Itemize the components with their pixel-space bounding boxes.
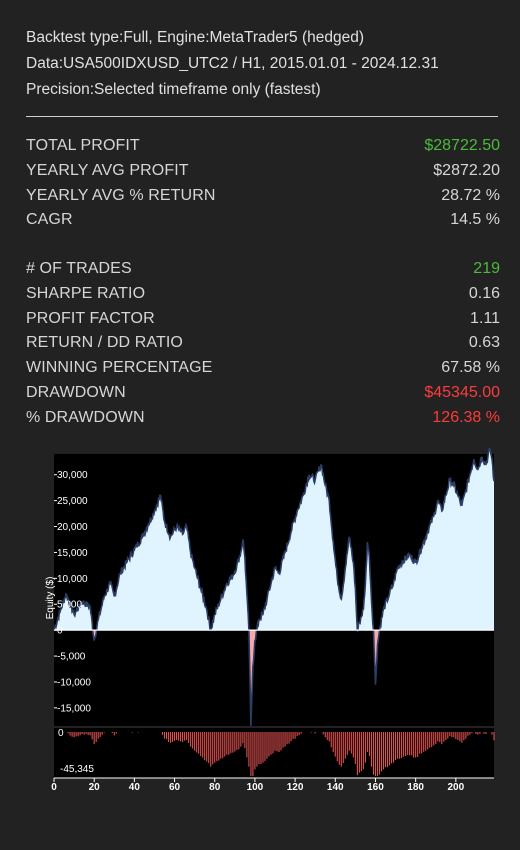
y-tick-label: -10,000 <box>57 677 91 688</box>
stat-value: 0.63 <box>468 334 500 352</box>
trade-stats: # OF TRADES 219 SHARPE RATIO 0.16 PROFIT FAC… <box>26 257 500 431</box>
stat-value: 28.72 % <box>441 186 500 204</box>
stat-label: YEARLY AVG % RETURN <box>26 186 216 204</box>
stat-row: YEARLY AVG % RETURN 28.72 % <box>26 184 500 209</box>
stat-value: 126.38 % <box>432 408 500 426</box>
y-tick-label: 5,000 <box>57 600 82 611</box>
stat-label: YEARLY AVG PROFIT <box>26 161 189 179</box>
stat-row: DRAWDOWN $45345.00 <box>26 381 500 406</box>
x-tick-label: 40 <box>129 782 141 793</box>
x-tick-label: 180 <box>407 782 424 793</box>
y-tick-label: -15,000 <box>57 703 91 714</box>
stat-row: WINNING PERCENTAGE 67.58 % <box>26 356 500 381</box>
precision-line: Precision:Selected timeframe only (faste… <box>26 81 321 98</box>
stat-value: 0.16 <box>468 284 500 302</box>
stat-label: WINNING PERCENTAGE <box>26 359 213 377</box>
drawdown-top-label: 0 <box>58 728 64 739</box>
y-tick-label: 25,000 <box>57 496 88 507</box>
stat-row: PROFIT FACTOR 1.11 <box>26 307 500 332</box>
x-tick-label: 140 <box>327 782 344 793</box>
data-line: Data:USA500IDXUSD_UTC2 / H1, 2015.01.01 … <box>26 55 439 72</box>
header-divider <box>26 116 498 117</box>
stat-label: # OF TRADES <box>26 260 132 277</box>
stat-row: # OF TRADES 219 <box>26 257 500 282</box>
stat-row: CAGR 14.5 % <box>26 208 500 233</box>
y-tick-label: 20,000 <box>57 522 88 533</box>
x-tick-label: 20 <box>89 782 101 793</box>
drawdown-layer <box>67 732 495 776</box>
equity-layer <box>53 448 495 727</box>
stat-value: 219 <box>473 260 500 277</box>
stat-label: RETURN / DD RATIO <box>26 334 183 352</box>
stat-row: RETURN / DD RATIO 0.63 <box>26 331 500 356</box>
y-tick-label: -5,000 <box>57 652 86 663</box>
equity-line <box>53 448 495 727</box>
stat-label: SHARPE RATIO <box>26 284 146 302</box>
stat-label: PROFIT FACTOR <box>26 309 155 327</box>
stat-label: CAGR <box>26 211 73 229</box>
stat-row: YEARLY AVG PROFIT $2872.20 <box>26 159 500 184</box>
stat-value: $28722.50 <box>424 137 500 154</box>
y-tick-label: 30,000 <box>57 470 88 481</box>
x-tick-label: 80 <box>209 782 221 793</box>
y-axis-label: Equity ($) <box>45 577 56 620</box>
stat-row: % DRAWDOWN 126.38 % <box>26 406 500 431</box>
y-tick-label: 15,000 <box>57 548 88 559</box>
stat-label: % DRAWDOWN <box>26 408 145 426</box>
equity-chart: 30,000 25,000 20,000 15,000 10,000 5,000 0 -5,0… <box>45 448 495 793</box>
y-axis-ticks: 30,000 25,000 20,000 15,000 10,000 5,000 0 -5,0… <box>54 470 91 714</box>
stat-value: 1.11 <box>470 309 500 327</box>
backtest-type-line: Backtest type:Full, Engine:MetaTrader5 (… <box>26 29 365 46</box>
x-tick-label: 160 <box>367 782 384 793</box>
stat-value: 14.5 % <box>450 211 500 229</box>
drawdown-plot-area <box>54 728 494 778</box>
x-tick-label: 200 <box>447 782 464 793</box>
x-axis-ticks: 0 20 40 60 80 100 120 140 160 180 200 <box>51 778 465 793</box>
y-tick-label: 0 <box>57 626 63 637</box>
profit-stats: TOTAL PROFIT $28722.50 YEARLY AVG PROFIT $2… <box>26 134 500 233</box>
x-tick-label: 0 <box>51 782 57 793</box>
x-tick-label: 100 <box>247 782 264 793</box>
equity-positive-area <box>54 448 494 631</box>
stat-row: TOTAL PROFIT $28722.50 <box>26 134 500 159</box>
stat-value: $45345.00 <box>424 383 500 401</box>
stat-value: $2872.20 <box>433 161 500 179</box>
drawdown-min-label: -45,345 <box>60 764 94 775</box>
backtest-header: Backtest type:Full, Engine:MetaTrader5 (… <box>26 25 496 103</box>
stat-label: DRAWDOWN <box>26 383 126 401</box>
stat-row: SHARPE RATIO 0.16 <box>26 282 500 307</box>
stat-value: 67.58 % <box>441 359 500 377</box>
x-tick-label: 120 <box>287 782 304 793</box>
x-tick-label: 60 <box>169 782 181 793</box>
y-tick-label: 10,000 <box>57 574 88 585</box>
stat-label: TOTAL PROFIT <box>26 137 140 154</box>
